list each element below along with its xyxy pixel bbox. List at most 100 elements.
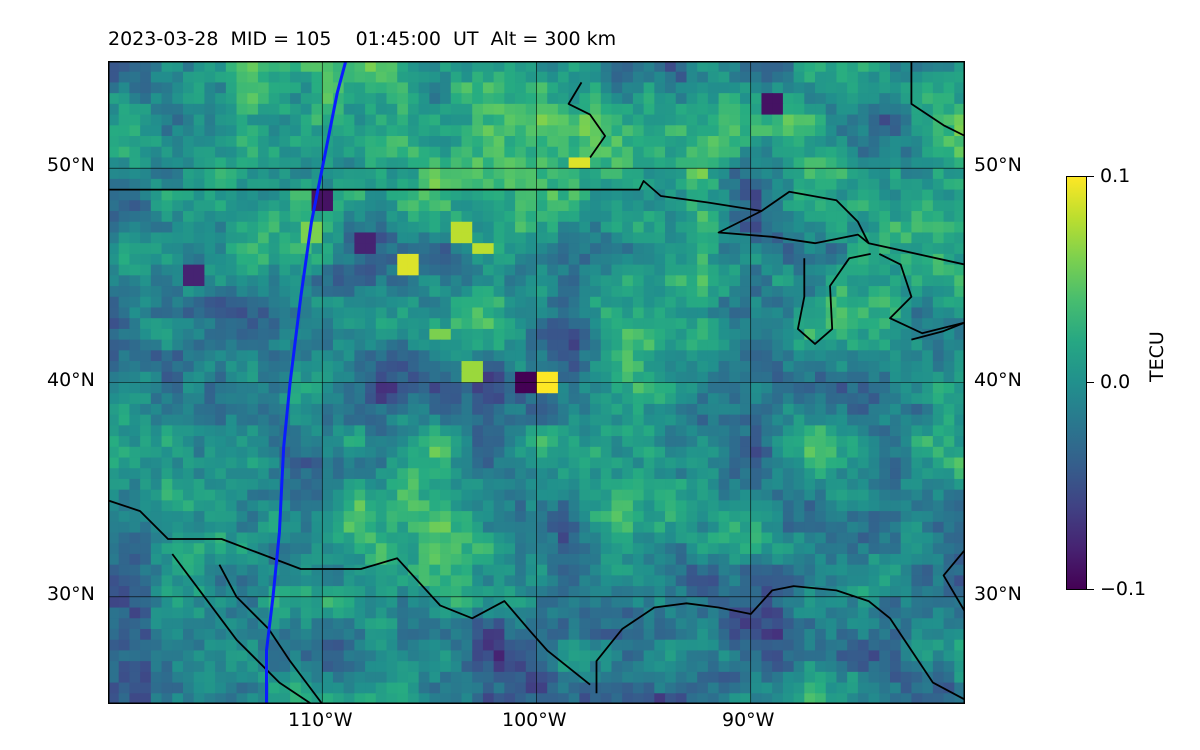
tec-cell: [718, 575, 730, 587]
tec-cell: [740, 82, 752, 94]
tec-cell: [365, 339, 377, 351]
tec-cell: [182, 564, 195, 576]
tec-cell: [247, 82, 259, 94]
tec-cell: [493, 114, 505, 126]
tec-cell: [547, 71, 559, 84]
tec-cell: [815, 232, 827, 244]
tec-cell: [536, 211, 548, 223]
tec-cell: [472, 511, 484, 523]
tec-cell: [236, 253, 248, 266]
tec-cell: [300, 82, 313, 94]
tec-cell: [579, 286, 591, 298]
tec-cell: [204, 93, 216, 105]
tec-cell: [290, 114, 302, 126]
tec-cell: [890, 468, 902, 480]
tec-cell: [804, 82, 816, 94]
tec-cell: [332, 178, 345, 191]
colorbar: [1066, 176, 1087, 590]
tec-cell: [397, 157, 409, 169]
tec-cell: [932, 232, 945, 244]
tec-cell: [225, 457, 238, 469]
tec-cell: [332, 639, 345, 652]
tec-cell: [332, 671, 345, 684]
tec-cell: [922, 350, 934, 362]
tec-cell: [172, 232, 184, 244]
tec-cell: [665, 403, 677, 416]
tec-cell: [493, 436, 505, 448]
tec-cell: [215, 575, 227, 587]
tec-cell: [697, 414, 709, 426]
tec-cell: [943, 478, 955, 491]
tec-cell: [750, 146, 763, 159]
tec-cell: [161, 489, 173, 501]
tec-cell: [332, 618, 345, 630]
tec-cell: [311, 511, 323, 523]
tec-cell: [707, 189, 720, 201]
tec-cell: [450, 253, 463, 266]
tec-cell: [761, 693, 773, 704]
tec-cell: [118, 693, 131, 704]
tec-cell: [804, 553, 816, 566]
tec-cell: [750, 425, 763, 437]
tec-cell: [290, 61, 302, 73]
tec-cell: [922, 146, 934, 159]
tec-cell: [161, 275, 173, 287]
tec-cell: [472, 221, 484, 234]
tec-cell: [450, 618, 463, 630]
tec-cell: [418, 553, 430, 566]
tec-cell: [697, 564, 709, 576]
tec-cell: [857, 500, 870, 512]
tec-cell: [868, 211, 880, 223]
tec-cell: [611, 521, 623, 534]
tec-cell: [108, 296, 120, 309]
tec-cell: [718, 264, 730, 276]
tec-cell: [418, 661, 430, 673]
tec-cell: [375, 500, 388, 512]
tec-cell: [108, 82, 120, 94]
tec-cell: [215, 564, 227, 576]
tec-cell: [257, 403, 270, 416]
tec-cell: [900, 489, 913, 501]
tec-cell: [857, 607, 870, 619]
tec-cell: [161, 286, 173, 298]
tec-cell: [225, 157, 238, 169]
tec-cell: [857, 436, 870, 448]
tec-cell: [354, 457, 366, 469]
tec-cell: [922, 575, 934, 587]
tec-cell: [622, 275, 634, 287]
tec-cell: [332, 189, 345, 201]
tec-cell: [568, 650, 580, 662]
tec-cell: [108, 318, 120, 330]
tec-cell: [911, 307, 923, 319]
tec-cell: [354, 553, 366, 566]
tec-cell: [279, 93, 291, 105]
tec-cell: [461, 136, 473, 148]
tec-cell: [847, 511, 859, 523]
tec-cell: [247, 693, 259, 704]
tec-cell: [472, 618, 484, 630]
tec-cell: [418, 403, 430, 416]
tec-cell: [665, 286, 677, 298]
tec-cell: [407, 382, 420, 394]
tec-cell: [268, 521, 280, 534]
tec-cell: [761, 93, 773, 105]
tec-cell: [140, 457, 152, 469]
tec-cell: [900, 607, 913, 619]
tec-cell: [718, 211, 730, 223]
tec-cell: [300, 532, 313, 544]
tec-cell: [782, 671, 795, 684]
tec-cell: [236, 650, 248, 662]
tec-cell: [118, 189, 131, 201]
tec-cell: [268, 125, 280, 137]
tec-cell: [397, 371, 409, 384]
tec-cell: [718, 511, 730, 523]
tec-cell: [525, 371, 538, 384]
tec-cell: [482, 200, 495, 212]
tec-cell: [707, 586, 720, 598]
tec-cell: [772, 71, 784, 84]
tec-cell: [943, 414, 955, 426]
tec-cell: [804, 543, 816, 555]
tec-cell: [493, 200, 505, 212]
tec-cell: [590, 61, 602, 73]
tec-cell: [632, 71, 645, 84]
